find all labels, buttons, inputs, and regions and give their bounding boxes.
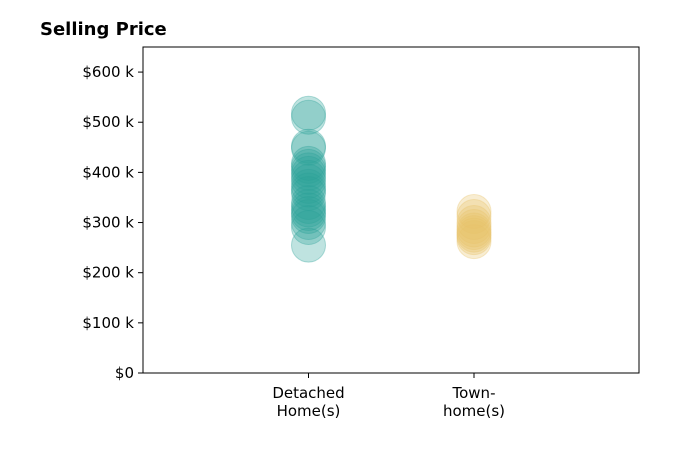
y-tick-label: $200 k (82, 264, 134, 282)
detached-home-point (291, 163, 326, 199)
detached-home-point (291, 155, 326, 191)
x-tick-label: Town-home(s) (443, 384, 505, 420)
detached-home-point (291, 152, 326, 188)
detached-home-point (291, 188, 326, 224)
y-axis: $0 $100 k $200 k $300 k $400 k $500 k $600 k (82, 63, 143, 382)
detached-home-point (291, 128, 326, 164)
detached-home-point (291, 192, 326, 228)
x-tick-label: Detached Home(s) (272, 384, 344, 420)
townhome-point (456, 212, 492, 248)
detached-home-point (291, 172, 326, 208)
townhome-point (456, 209, 492, 245)
detached-home-point (291, 210, 326, 246)
townhome-point (456, 220, 492, 256)
chart-title: Selling Price (40, 19, 167, 40)
detached-home-point (291, 199, 326, 235)
townhome-point (456, 224, 492, 260)
y-tick-label: $0 (115, 364, 134, 382)
y-tick-label: $500 k (82, 113, 134, 131)
townhome-point (456, 215, 492, 251)
detached-home-point (291, 175, 326, 211)
detached-home-point (291, 145, 326, 181)
plot-frame (142, 46, 640, 374)
points-layer (291, 95, 492, 263)
y-tick-label: $300 k (82, 214, 134, 232)
detached-home-point (291, 95, 326, 131)
detached-home-point (291, 205, 326, 241)
detached-home-point (291, 184, 326, 220)
detached-home-point (291, 227, 326, 263)
detached-home-point (291, 159, 326, 195)
y-tick-label: $600 k (82, 63, 134, 81)
y-tick-label: $400 k (82, 163, 134, 181)
detached-home-point (291, 130, 326, 166)
detached-home-point (291, 168, 326, 204)
y-tick-label: $100 k (82, 314, 134, 332)
x-axis: Detached Home(s) Town-home(s) (272, 373, 505, 420)
townhome-point (456, 217, 492, 253)
detached-home-point (291, 99, 326, 135)
townhome-point (456, 205, 492, 241)
detached-home-point (291, 196, 326, 232)
townhome-point (456, 194, 492, 230)
detached-home-point (291, 148, 326, 184)
townhome-point (456, 199, 492, 235)
